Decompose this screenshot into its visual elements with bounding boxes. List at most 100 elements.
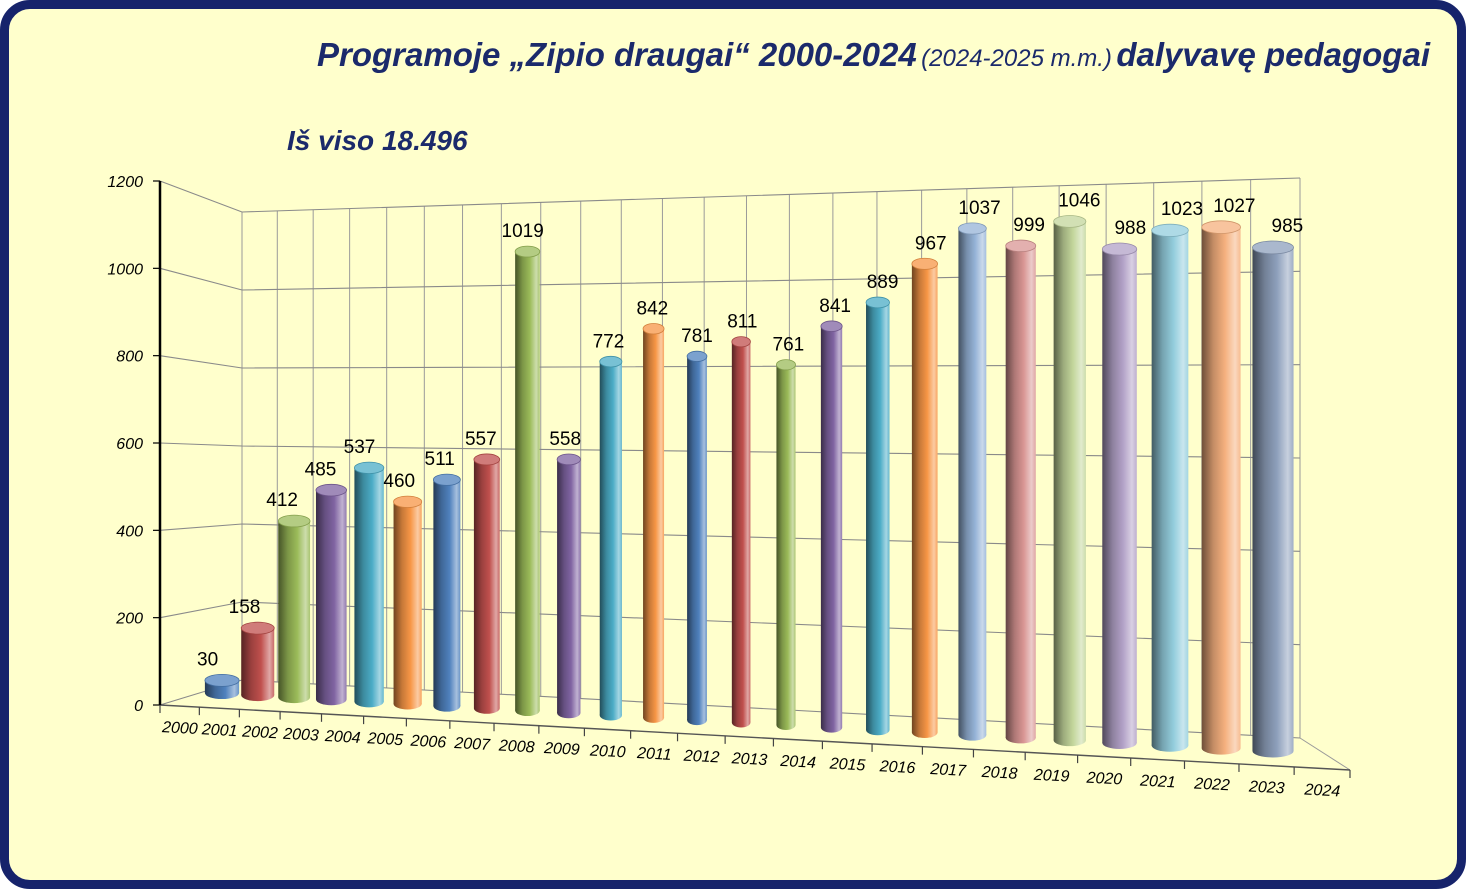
category-label-2009: 2009 bbox=[543, 740, 581, 759]
bar-top-cap bbox=[354, 461, 385, 475]
value-label-2018: 1037 bbox=[958, 198, 1000, 219]
bar-top-cap bbox=[514, 245, 541, 258]
bar-top-cap bbox=[820, 320, 843, 332]
value-label-2023: 1027 bbox=[1213, 196, 1255, 217]
bar-body bbox=[687, 356, 707, 720]
chart-title-main: Programoje „Zipio draugai“ 2000-2024 bbox=[316, 36, 917, 73]
bar-body bbox=[643, 328, 665, 718]
value-label-2003: 485 bbox=[305, 459, 337, 480]
gridline-horizontal-1000 bbox=[159, 267, 1301, 291]
bar-top-cap bbox=[277, 514, 311, 528]
bar-top-cap bbox=[686, 350, 708, 362]
bar-top-cap bbox=[556, 453, 581, 466]
category-label-2007: 2007 bbox=[453, 735, 492, 754]
bar-2015 bbox=[820, 320, 843, 733]
category-label-2012: 2012 bbox=[682, 748, 720, 767]
bar-body bbox=[776, 364, 796, 725]
bar-2000 bbox=[204, 673, 240, 700]
floor-right-edge bbox=[1299, 737, 1351, 771]
bar-top-cap bbox=[1053, 215, 1087, 228]
bar-top-cap bbox=[599, 355, 623, 368]
bar-top-cap bbox=[1101, 242, 1138, 256]
bar-top-cap bbox=[776, 359, 796, 371]
bar-body bbox=[515, 251, 540, 711]
bar-top-cap bbox=[911, 257, 938, 270]
category-label-2000: 2000 bbox=[161, 719, 199, 738]
chart-subtitle-total: Iš viso 18.496 bbox=[287, 125, 468, 156]
bar-body bbox=[1102, 249, 1137, 743]
bar-top-cap bbox=[240, 621, 275, 635]
bar-body bbox=[241, 628, 275, 696]
bar-body bbox=[599, 361, 622, 716]
bar-2019 bbox=[1005, 239, 1037, 744]
chart-title: Programoje „Zipio draugai“ 2000-2024 (20… bbox=[317, 35, 1430, 82]
bar-2022 bbox=[1151, 223, 1189, 752]
category-label-2005: 2005 bbox=[366, 730, 404, 749]
value-label-2007: 557 bbox=[465, 429, 497, 450]
value-label-2022: 1023 bbox=[1161, 199, 1203, 220]
bar-body bbox=[315, 490, 347, 700]
gridline-horizontal-200 bbox=[159, 601, 1301, 646]
gridline-horizontal-800 bbox=[159, 355, 1301, 369]
bar-2024 bbox=[1252, 240, 1294, 758]
value-labels: 30 158 412 485 537 460 511 557 1019 558 772 842 781 8… bbox=[197, 190, 1303, 670]
category-label-2024: 2024 bbox=[1303, 781, 1341, 800]
bar-body bbox=[958, 228, 987, 735]
value-label-2006: 511 bbox=[425, 449, 455, 470]
bar-2001 bbox=[240, 621, 275, 702]
bar-top-cap bbox=[642, 323, 665, 335]
chart-title-tail: dalyvavę pedagogai bbox=[1116, 36, 1430, 73]
bar-body bbox=[433, 479, 461, 706]
bar-top-cap bbox=[473, 453, 501, 466]
bar-2017 bbox=[911, 257, 938, 738]
bar-2005 bbox=[393, 495, 423, 710]
bar-2004 bbox=[354, 461, 385, 708]
category-label-2004: 2004 bbox=[324, 728, 362, 747]
category-label-2019: 2019 bbox=[1032, 767, 1070, 786]
bar-2014 bbox=[776, 359, 796, 731]
bar-body bbox=[1252, 247, 1294, 751]
category-label-2015: 2015 bbox=[828, 756, 866, 775]
value-label-2024: 985 bbox=[1272, 216, 1304, 237]
value-label-2020: 1046 bbox=[1058, 190, 1100, 211]
category-label-2011: 2011 bbox=[636, 745, 672, 764]
bar-2023 bbox=[1201, 220, 1241, 755]
category-label-2008: 2008 bbox=[497, 737, 535, 756]
value-label-2017: 967 bbox=[915, 233, 947, 254]
bar-body bbox=[557, 459, 581, 713]
category-label-2003: 2003 bbox=[282, 726, 320, 745]
bar-top-cap bbox=[432, 473, 461, 486]
x-axis-line bbox=[159, 704, 1351, 771]
category-label-2002: 2002 bbox=[241, 723, 279, 742]
bar-2011 bbox=[642, 323, 665, 723]
value-label-2001: 158 bbox=[229, 597, 261, 618]
bar-body bbox=[731, 341, 751, 723]
gridline-horizontal-400 bbox=[159, 523, 1301, 552]
value-label-2016: 889 bbox=[867, 272, 899, 293]
category-label-2021: 2021 bbox=[1139, 772, 1176, 791]
value-label-2004: 537 bbox=[344, 437, 376, 458]
bar-top-cap bbox=[315, 483, 347, 497]
category-label-2023: 2023 bbox=[1248, 778, 1286, 797]
category-label-2022: 2022 bbox=[1193, 775, 1231, 794]
category-labels: 2000 2001 2002 2003 2004 2005 2006 2007 2008 2009… bbox=[161, 719, 1341, 800]
bar-2021 bbox=[1101, 242, 1138, 749]
bar-2016 bbox=[865, 296, 890, 736]
category-label-2013: 2013 bbox=[730, 750, 768, 769]
axes bbox=[153, 180, 1351, 778]
bar-top-cap bbox=[1201, 220, 1241, 234]
bar-body bbox=[354, 467, 384, 702]
y-tick-label-0: 0 bbox=[134, 698, 143, 715]
value-label-2005: 460 bbox=[383, 471, 415, 492]
value-label-2002: 412 bbox=[266, 490, 298, 511]
bar-body bbox=[1201, 227, 1241, 749]
bar-body bbox=[393, 501, 422, 704]
value-label-2011: 842 bbox=[637, 298, 669, 319]
bar-body bbox=[911, 263, 938, 733]
bar-body bbox=[1053, 221, 1086, 741]
y-tick-label-800: 800 bbox=[116, 349, 143, 366]
y-tick-label-1000: 1000 bbox=[107, 261, 143, 278]
bar-body bbox=[1151, 230, 1189, 746]
bar-top-cap bbox=[958, 222, 987, 235]
